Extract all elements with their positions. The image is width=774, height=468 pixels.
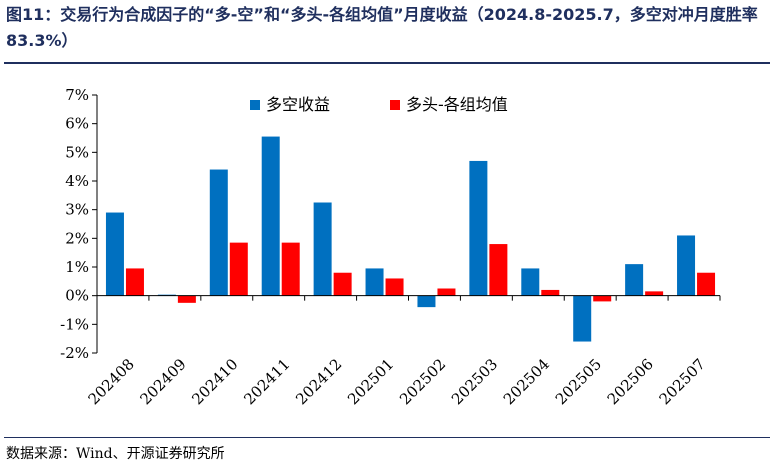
bar-long-avg-202505 [593, 295, 612, 302]
bar-long-avg-202409 [177, 295, 196, 303]
x-tick-label: 202501 [344, 355, 397, 408]
bar-long-avg-202410 [229, 242, 248, 296]
bar-long-avg-202504 [541, 289, 560, 296]
bar-long-short-202408 [105, 212, 124, 296]
y-tick-label: 6% [65, 115, 89, 133]
bar-long-avg-202503 [489, 244, 508, 296]
y-tick-label: 7% [65, 86, 89, 104]
bar-long-short-202410 [209, 169, 228, 296]
figure-title: 图11：交易行为合成因子的“多-空”和“多头-各组均值”月度收益（2024.8-… [6, 5, 758, 50]
title-rule [4, 62, 770, 64]
y-tick-label: 4% [65, 172, 89, 190]
y-tick-label: 2% [65, 229, 89, 247]
legend-swatch-1 [250, 100, 260, 110]
bar-long-avg-202501 [385, 278, 404, 296]
x-tick-label: 202503 [448, 355, 501, 408]
bar-long-short-202506 [625, 264, 644, 296]
y-tick-label: -2% [60, 344, 89, 362]
x-tick-label: 202408 [85, 355, 138, 408]
bar-long-avg-202502 [437, 288, 456, 296]
bar-long-short-202507 [677, 235, 696, 296]
y-tick-label: 5% [65, 143, 89, 161]
x-tick-label: 202502 [396, 355, 449, 408]
legend-label-2: 多头-各组均值 [406, 95, 508, 114]
x-tick-label: 202507 [656, 355, 709, 408]
y-tick-label: 3% [65, 201, 89, 219]
bar-long-avg-202411 [281, 242, 300, 296]
y-tick-label: -1% [60, 315, 89, 333]
bar-long-avg-202506 [645, 291, 664, 296]
bar-long-short-202505 [573, 295, 592, 342]
bar-long-short-202502 [417, 295, 436, 308]
legend-swatch-2 [390, 100, 400, 110]
bar-long-short-202503 [469, 160, 488, 296]
bar-long-short-202411 [261, 136, 280, 296]
bar-chart: -2%-1%0%1%2%3%4%5%6%7% 20240820240920241… [60, 86, 721, 408]
x-tick-label: 202412 [292, 355, 345, 408]
x-tick-label: 202505 [552, 355, 605, 408]
bar-long-short-202501 [365, 268, 384, 296]
x-tick-label: 202410 [188, 355, 241, 408]
bar-long-short-202504 [521, 268, 540, 296]
legend-label-1: 多空收益 [266, 95, 330, 114]
x-tick-label: 202504 [500, 355, 553, 408]
x-tick-label: 202409 [136, 355, 189, 408]
bar-long-avg-202507 [697, 272, 716, 296]
source-note: 数据来源：Wind、开源证券研究所 [6, 446, 225, 462]
y-tick-label: 1% [65, 258, 89, 276]
bar-long-short-202412 [313, 202, 332, 296]
bar-long-avg-202412 [333, 272, 352, 296]
x-tick-label: 202411 [240, 355, 293, 408]
source-rule [4, 437, 770, 438]
x-tick-label: 202506 [604, 355, 657, 408]
y-tick-label: 0% [65, 287, 89, 305]
bar-long-avg-202408 [125, 268, 144, 296]
